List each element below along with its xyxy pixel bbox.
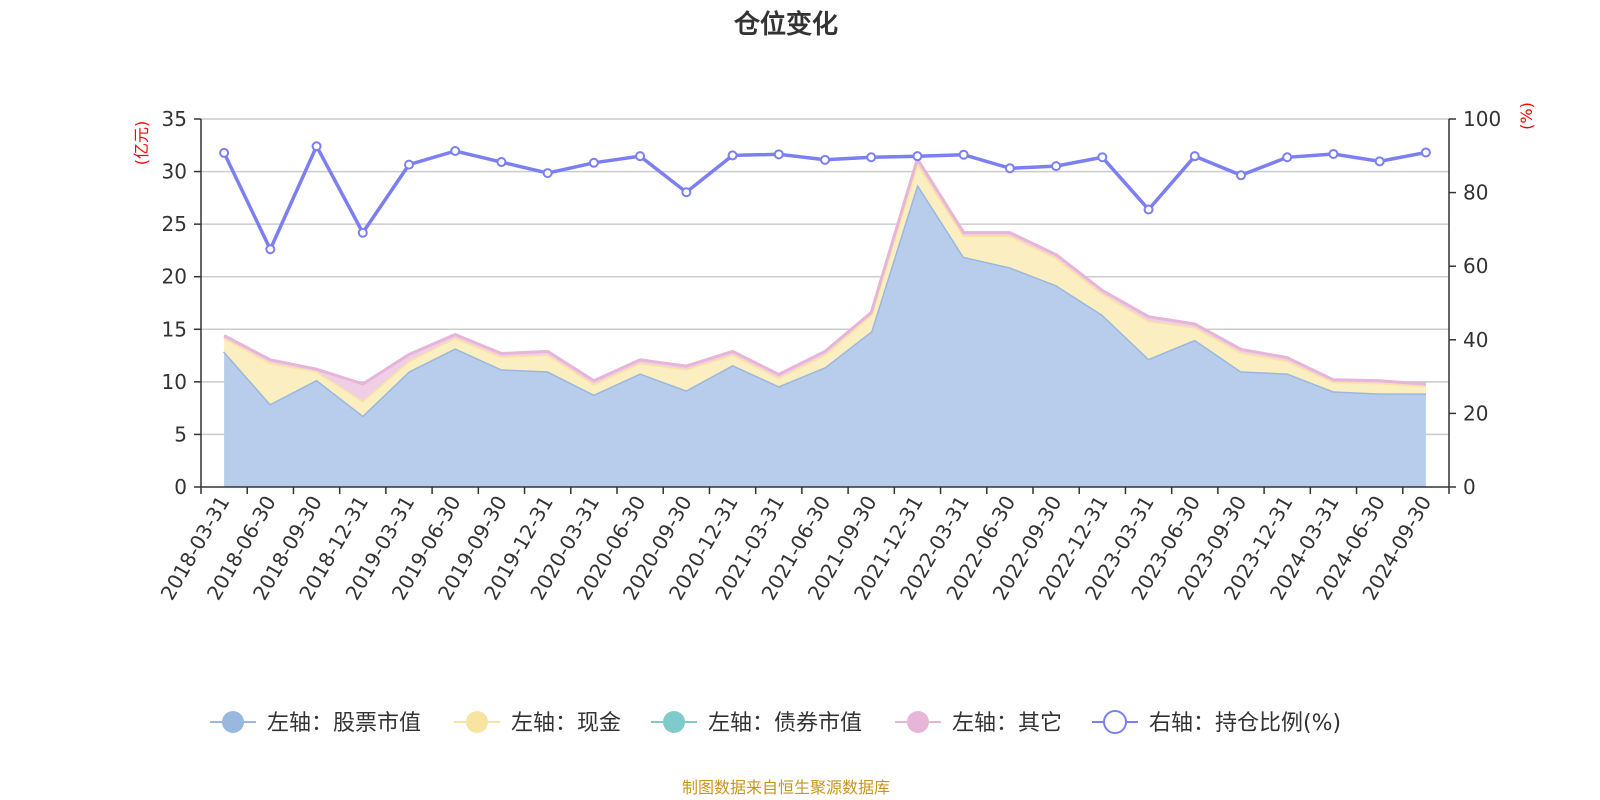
ratio-point [1189, 151, 1200, 162]
left-axis-unit: (亿元) [132, 121, 151, 166]
area-edge-左轴：其它 [223, 155, 1427, 386]
ratio-point [773, 149, 784, 160]
right-axis-tick-label: 100 [1463, 107, 1501, 131]
legend-item: 右轴：持仓比例(%) [1092, 710, 1341, 736]
ratio-point [866, 152, 877, 163]
ratio-point [404, 159, 414, 170]
legend-item: 左轴：股票市值 [210, 711, 421, 736]
legend-marker-icon [222, 711, 244, 733]
ratio-point [542, 168, 553, 179]
left-axis-tick-label: 15 [162, 317, 187, 341]
ratio-point [1420, 147, 1431, 158]
ratio-point [1097, 152, 1108, 163]
right-axis-unit: (%) [1517, 102, 1536, 130]
legend-item: 左轴：债券市值 [651, 711, 862, 736]
legend-label: 左轴：股票市值 [267, 711, 421, 736]
ratio-point [727, 150, 738, 161]
ratio-point [1328, 148, 1339, 159]
area-左轴：股票市值 [224, 184, 1426, 487]
legend-item: 左轴：其它 [895, 711, 1062, 736]
ratio-point [912, 151, 923, 162]
right-axis-tick-label: 40 [1463, 328, 1488, 352]
right-axis-tick-label: 60 [1463, 254, 1488, 278]
left-axis-tick-label: 30 [162, 160, 187, 184]
ratio-point [635, 151, 646, 162]
ratio-point [1282, 152, 1293, 163]
legend-label: 左轴：现金 [511, 711, 621, 736]
right-axis-tick-label: 20 [1463, 401, 1488, 425]
ratio-point [219, 147, 230, 158]
left-axis-tick-label: 0 [174, 475, 187, 499]
area-layers [222, 155, 1427, 487]
right-axis-tick-label: 80 [1463, 181, 1488, 205]
legend-marker-icon [466, 711, 488, 733]
ratio-point [958, 149, 969, 160]
legend-item: 左轴：现金 [454, 711, 621, 736]
legend-label: 左轴：其它 [952, 711, 1062, 736]
ratio-point [357, 227, 368, 238]
ratio-point [1004, 163, 1015, 174]
left-axis-tick-label: 10 [162, 370, 187, 394]
left-axis-tick-label: 35 [162, 107, 187, 131]
ratio-point [1051, 161, 1062, 172]
ratio-point [1236, 170, 1246, 181]
ratio-point [681, 187, 692, 198]
chart-title: 仓位变化 [733, 9, 838, 40]
ratio-point [820, 154, 830, 165]
ratio-point [588, 157, 599, 168]
left-axis-tick-label: 5 [174, 422, 187, 446]
ratio-point [265, 244, 276, 255]
legend-marker-icon [1103, 710, 1127, 734]
ratio-point [1143, 204, 1154, 215]
ratio-point [496, 157, 507, 168]
ratio-point [1374, 156, 1385, 167]
legend-marker-icon [907, 711, 929, 733]
legend: 左轴：股票市值 左轴：现金 左轴：债券市值 左轴：其它 右轴：持仓比例(%) [210, 710, 1341, 736]
ratio-point [311, 141, 322, 152]
legend-label: 右轴：持仓比例(%) [1149, 711, 1341, 736]
legend-label: 左轴：债券市值 [708, 711, 862, 736]
ratio-line-layer [219, 141, 1431, 255]
left-axis-tick-label: 25 [162, 212, 187, 236]
data-source-note: 制图数据来自恒生聚源数据库 [682, 778, 890, 797]
right-axis-tick-label: 0 [1463, 475, 1476, 499]
left-axis-tick-label: 20 [162, 265, 187, 289]
legend-marker-icon [663, 711, 685, 733]
ratio-point [450, 146, 461, 157]
